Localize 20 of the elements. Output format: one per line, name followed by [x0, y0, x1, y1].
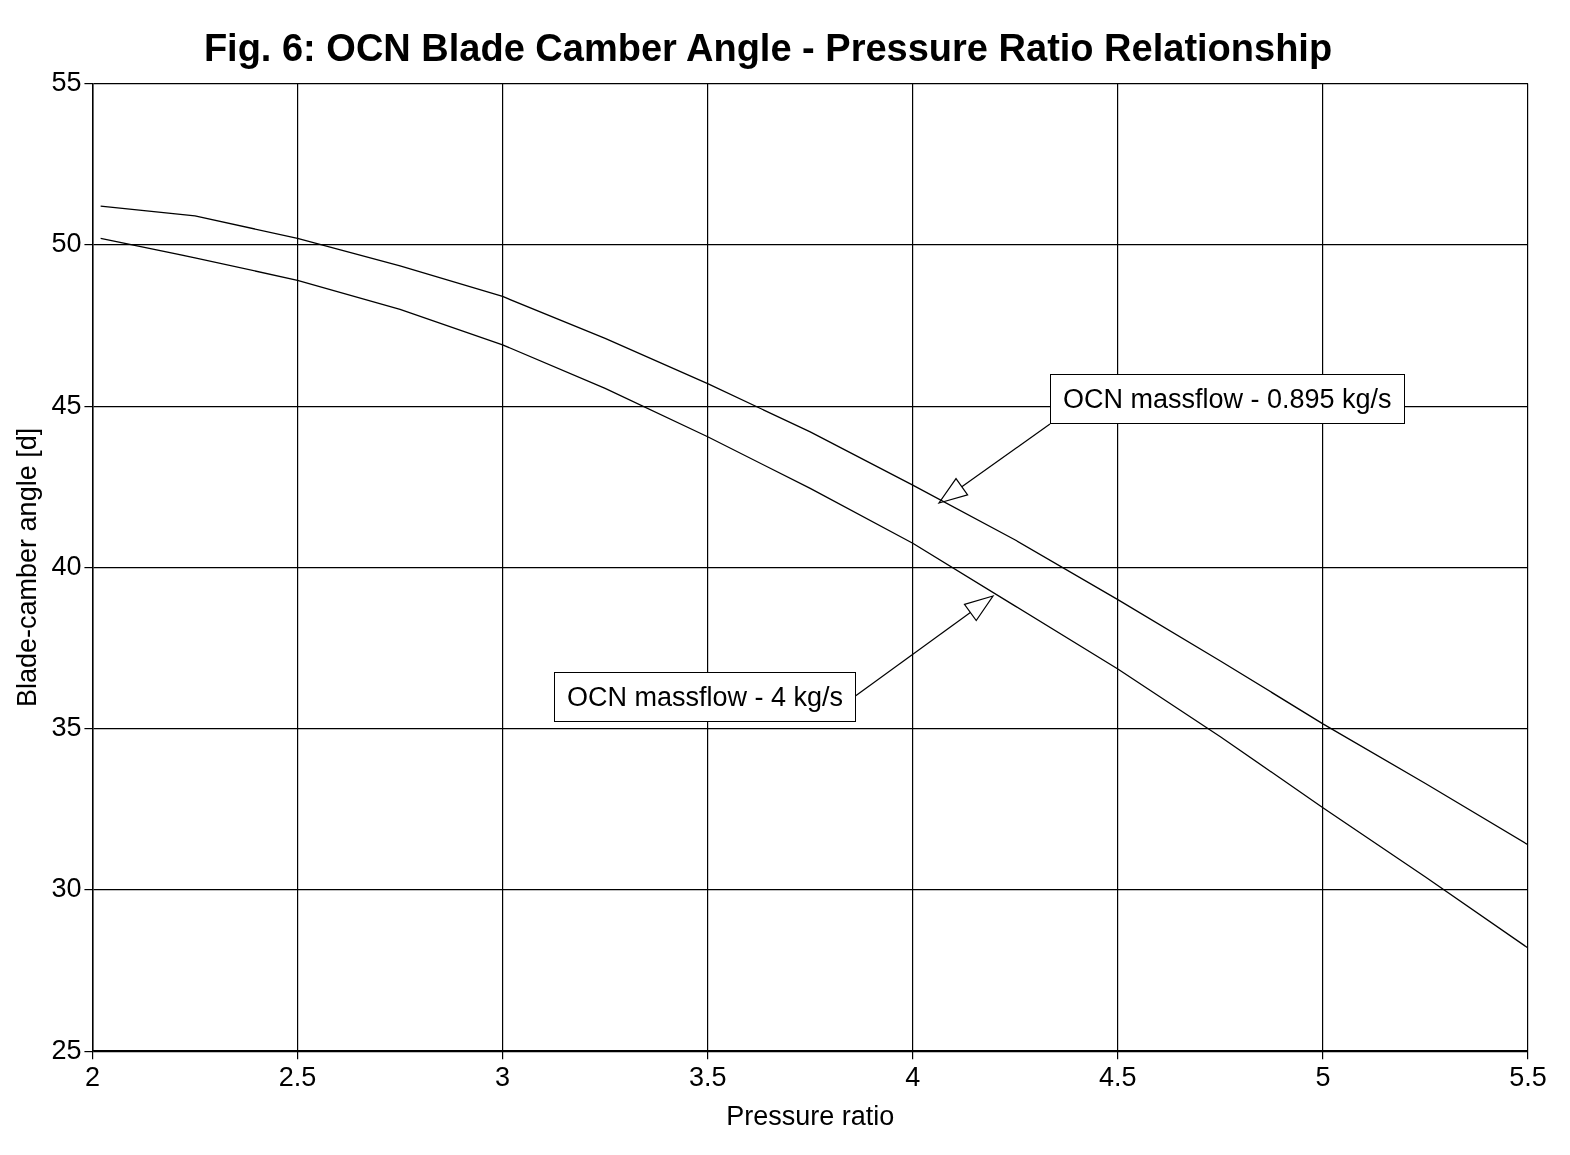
annotation: OCN massflow - 4 kg/s	[554, 672, 857, 722]
y-tick-label: 35	[51, 712, 82, 743]
x-tick-label: 5	[1315, 1061, 1331, 1092]
y-tick-label: 40	[51, 550, 82, 581]
x-tick-label: 5.5	[1509, 1061, 1547, 1092]
y-tick-label: 30	[51, 873, 82, 904]
y-tick-label: 25	[51, 1034, 82, 1065]
x-tick-label: 4	[905, 1061, 921, 1092]
x-tick-label: 3	[495, 1061, 511, 1092]
x-axis-title: Pressure ratio	[726, 1101, 895, 1132]
x-tick-label: 3.5	[688, 1061, 727, 1092]
y-axis-title: Blade-camber angle [d]	[11, 427, 42, 707]
x-tick-label: 2	[84, 1061, 100, 1092]
y-tick-label: 55	[51, 67, 82, 98]
x-tick-label: 2.5	[278, 1061, 317, 1092]
x-tick-label: 4.5	[1099, 1061, 1137, 1092]
annotation: OCN massflow - 0.895 kg/s	[1050, 374, 1405, 424]
chart-title: Fig. 6: OCN Blade Camber Angle - Pressure Ratio Relationship	[203, 27, 1333, 70]
y-tick-label: 45	[51, 389, 82, 420]
y-tick-label: 50	[51, 228, 82, 259]
